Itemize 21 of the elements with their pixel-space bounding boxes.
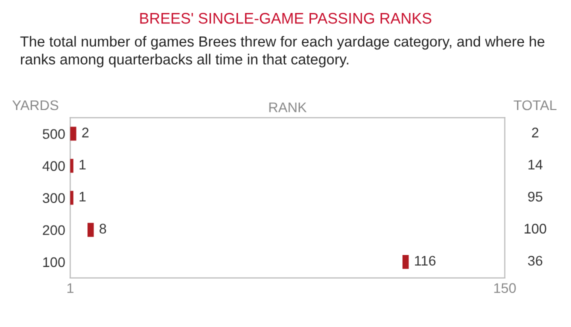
y2-axis-title: TOTAL	[514, 100, 556, 110]
y-tick-label: 100	[43, 257, 65, 268]
data-label: 116	[415, 256, 436, 266]
text: 14	[528, 160, 542, 170]
chart-title: BREES' SINGLE-GAME PASSING RANKS	[140, 12, 432, 24]
data-label: 1	[80, 160, 86, 170]
data-label: 2	[82, 128, 89, 138]
x-tick-label: 150	[494, 283, 516, 294]
text: 95	[528, 192, 542, 202]
y-axis-title: YARDS	[12, 100, 58, 110]
chart-subtitle: The total number of games Brees threw for each yardage category, and where he ranks among quarterbacks all time in that category.	[20, 36, 544, 68]
text: 36	[528, 256, 542, 266]
text: 2	[532, 128, 538, 138]
x-axis-title: RANK	[269, 102, 307, 112]
y-tick-label: 300	[42, 193, 65, 204]
text: 100	[524, 224, 546, 234]
y-tick-label: 200	[42, 225, 65, 236]
y-tick-label: 500	[42, 129, 65, 139]
data-label: 8	[100, 224, 106, 234]
data-label: 1	[80, 192, 86, 202]
y-tick-label: 400	[42, 161, 65, 171]
